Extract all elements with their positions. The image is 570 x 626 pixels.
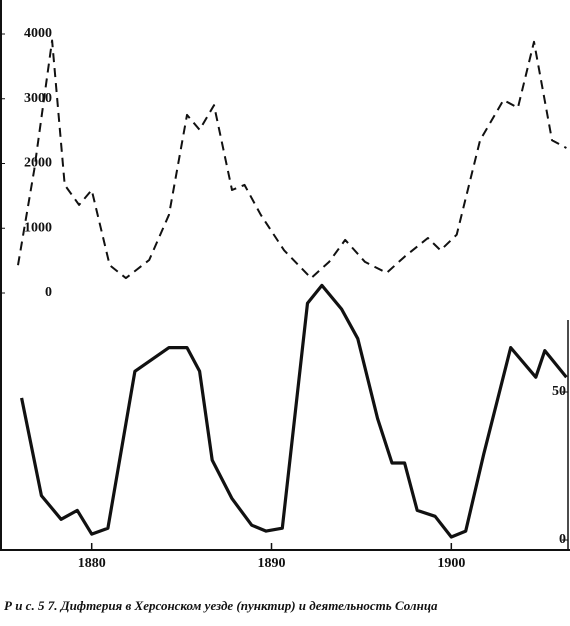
y-tick-label: 3000: [24, 91, 52, 106]
y-tick-label: 1000: [24, 220, 52, 235]
dashed-line: [17, 39, 567, 280]
x-tick-label: 1880: [78, 556, 106, 571]
y-tick-label: 4000: [24, 26, 52, 41]
caption: Р и с. 5 7. Дифтерия в Херсонском уезде …: [4, 598, 438, 613]
y-tick-label: 2000: [24, 156, 52, 171]
x-tick-label: 1890: [258, 556, 286, 571]
solid-line: [20, 283, 568, 539]
x-tick-label: 1900: [437, 556, 465, 571]
y-tick-label: 0: [45, 285, 52, 300]
y2-tick-label: 50: [552, 384, 566, 399]
y2-tick-label: 0: [559, 532, 566, 547]
